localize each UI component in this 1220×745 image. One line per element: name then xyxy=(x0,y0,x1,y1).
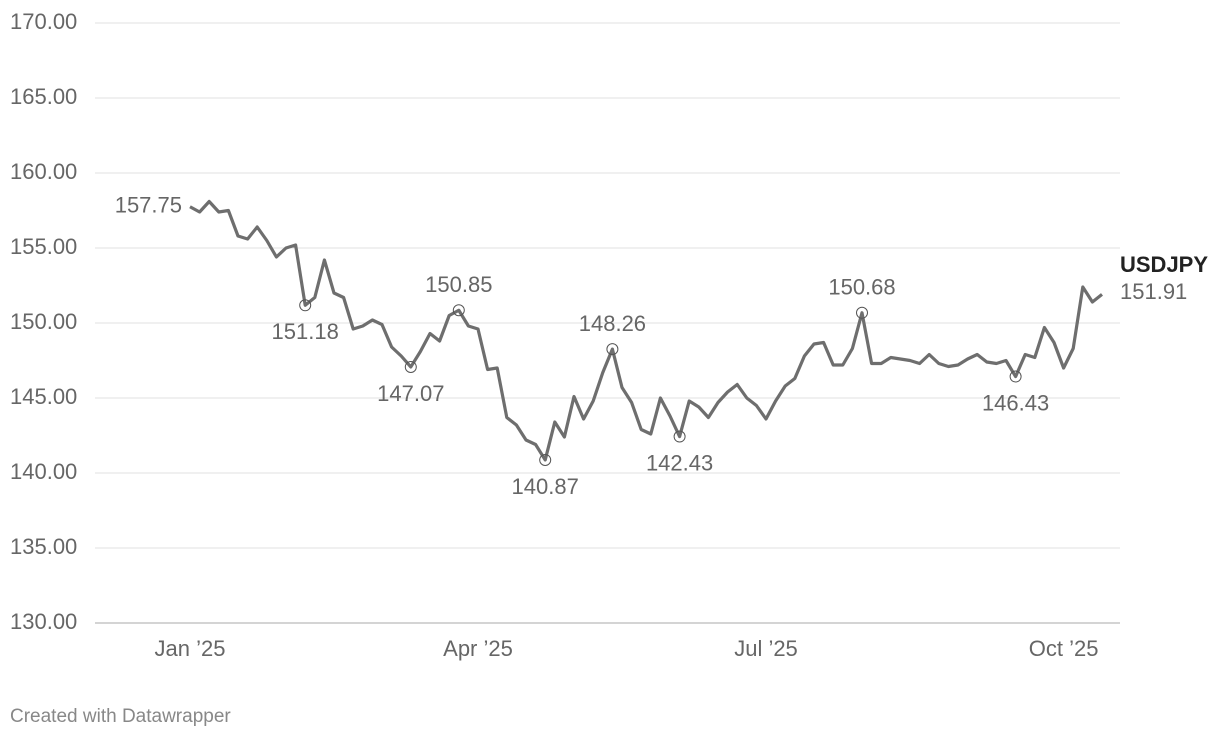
y-tick-label: 165.00 xyxy=(10,84,77,109)
point-marker xyxy=(856,306,868,319)
x-tick-label: Jan ’25 xyxy=(155,636,226,661)
point-marker xyxy=(299,299,312,312)
point-marker xyxy=(1009,370,1022,383)
series-label: USDJPY xyxy=(1120,252,1208,277)
line xyxy=(189,199,1103,462)
point-marker xyxy=(673,430,686,443)
y-tick-label: 145.00 xyxy=(10,384,77,409)
point-marker xyxy=(452,304,465,317)
y-tick-label: 130.00 xyxy=(10,609,77,634)
credit: Created with Datawrapper xyxy=(10,706,231,727)
x-tick-label: Jul ’25 xyxy=(734,636,798,661)
y-tick-label: 160.00 xyxy=(10,159,77,184)
value-label: 157.75 xyxy=(115,193,182,218)
y-tick-label: 155.00 xyxy=(10,234,77,259)
y-tick-label: 150.00 xyxy=(10,309,77,334)
value-label: 147.07 xyxy=(377,381,444,406)
value-label: 150.68 xyxy=(828,275,895,300)
x-tick-label: Oct ’25 xyxy=(1029,636,1099,661)
point-marker xyxy=(539,453,552,466)
value-label: 140.87 xyxy=(512,474,579,499)
value-label: 146.43 xyxy=(982,390,1049,415)
x-tick-label: Apr ’25 xyxy=(443,636,513,661)
value-label: 148.26 xyxy=(579,311,646,336)
point-marker xyxy=(606,343,619,356)
value-label: 151.91 xyxy=(1120,279,1187,304)
value-label: 151.18 xyxy=(272,319,339,344)
y-tick-label: 140.00 xyxy=(10,459,77,484)
point-marker xyxy=(404,360,417,373)
y-tick-label: 170.00 xyxy=(10,9,77,34)
value-label: 142.43 xyxy=(646,450,713,475)
value-label: 150.85 xyxy=(425,272,492,297)
y-tick-label: 135.00 xyxy=(10,534,77,559)
